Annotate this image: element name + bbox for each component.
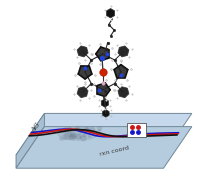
Polygon shape xyxy=(103,110,109,117)
Text: rxn coord: rxn coord xyxy=(99,145,129,156)
Polygon shape xyxy=(118,46,129,57)
Polygon shape xyxy=(101,99,109,107)
Polygon shape xyxy=(114,65,128,78)
Polygon shape xyxy=(107,9,115,18)
Polygon shape xyxy=(77,46,88,57)
Text: ΔG: ΔG xyxy=(30,121,43,135)
Polygon shape xyxy=(16,113,192,155)
Polygon shape xyxy=(97,83,110,97)
Polygon shape xyxy=(16,127,192,168)
Polygon shape xyxy=(118,87,129,98)
Polygon shape xyxy=(16,113,44,168)
Polygon shape xyxy=(96,47,109,61)
Polygon shape xyxy=(77,87,88,98)
FancyBboxPatch shape xyxy=(127,123,146,137)
Polygon shape xyxy=(78,66,92,79)
Ellipse shape xyxy=(57,126,99,141)
